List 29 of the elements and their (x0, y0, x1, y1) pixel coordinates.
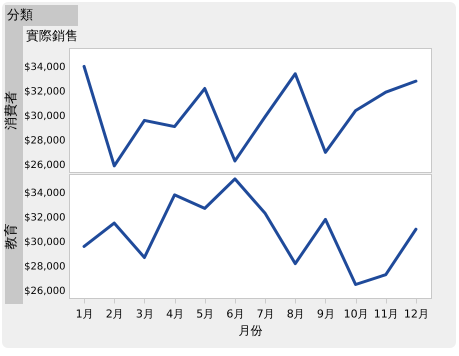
y-axis-title: 教育 (3, 224, 20, 250)
y-tick-label: $28,000 (24, 262, 66, 273)
line-series (82, 64, 418, 168)
y-tick-label: $30,000 (24, 111, 66, 122)
x-tick-label: 7月 (256, 308, 275, 320)
y-tick-label: $32,000 (24, 212, 66, 224)
x-tick-label: 5月 (196, 308, 214, 320)
line-series (82, 177, 418, 286)
x-axis-title: 月份 (238, 324, 262, 338)
text: 分類 (5, 5, 78, 26)
y-axis-title: 消費者 (4, 91, 20, 130)
y-tick-label: $34,000 (24, 62, 66, 73)
x-tick-label: 4月 (166, 308, 184, 320)
x-tick-label: 12月 (404, 308, 429, 320)
y-tick-label: $26,000 (24, 160, 66, 172)
chart-title: 實際銷售 (26, 28, 78, 46)
y-tick-label: $34,000 (24, 188, 66, 199)
x-tick-label: 11月 (374, 308, 399, 320)
y-tick-label: $28,000 (24, 136, 66, 147)
x-tick-label: 9月 (316, 308, 335, 320)
x-tick-label: 1月 (76, 308, 94, 320)
y-tick-label: $30,000 (24, 237, 66, 248)
x-tick-label: 8月 (286, 308, 305, 320)
y-tick-label: $32,000 (24, 86, 66, 98)
x-tick-label: 10月 (344, 308, 369, 320)
x-tick-label: 3月 (136, 308, 154, 320)
y-tick-label: $26,000 (24, 286, 66, 298)
x-tick-label: 6月 (226, 308, 244, 320)
x-tick-label: 2月 (106, 308, 124, 320)
